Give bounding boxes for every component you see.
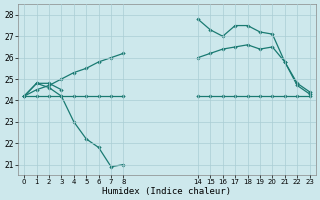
X-axis label: Humidex (Indice chaleur): Humidex (Indice chaleur) [102, 187, 231, 196]
